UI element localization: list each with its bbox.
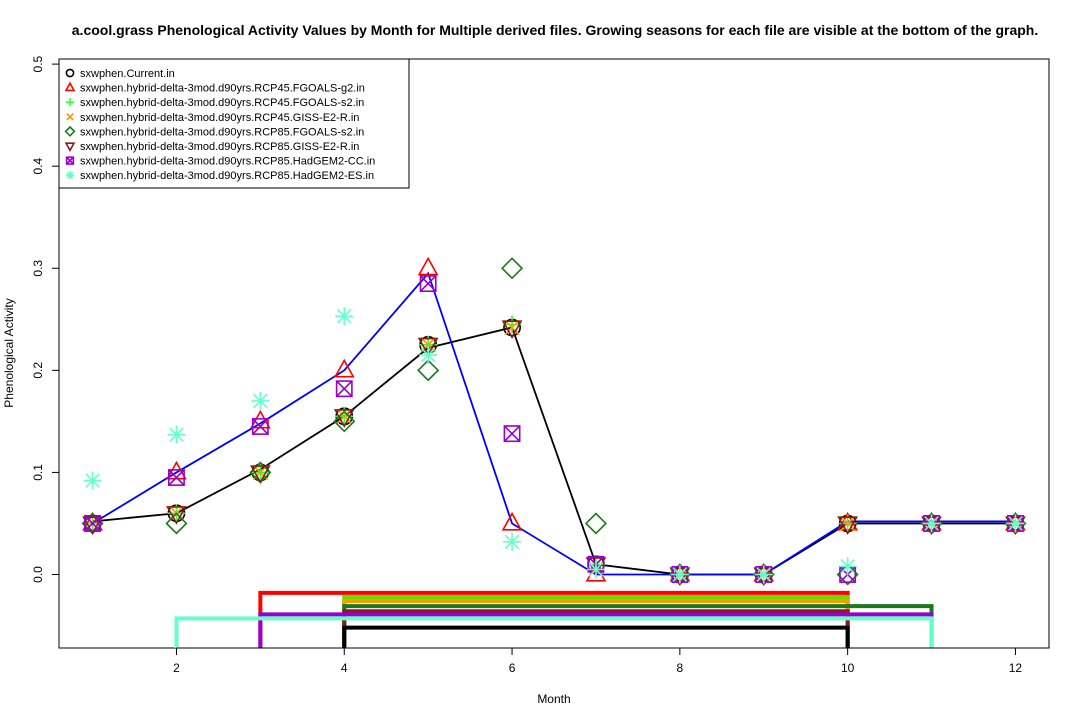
point-s3-m6	[503, 315, 522, 334]
y-tick-label: 0.4	[31, 158, 45, 175]
y-tick-label: 0.2	[31, 362, 45, 379]
legend-marker-3	[66, 98, 74, 107]
series-line-2	[92, 271, 1016, 576]
point-s5-m5	[417, 359, 440, 382]
point-s7-m5	[419, 275, 437, 293]
chart-title: a.cool.grass Phenological Activity Value…	[72, 22, 1038, 38]
point-s7-m3	[251, 418, 269, 435]
point-s7-m2	[168, 469, 185, 486]
legend-box	[58, 58, 410, 189]
point-s8-m3	[251, 391, 270, 410]
point-s5-m10	[836, 563, 859, 586]
point-s4-m10	[839, 515, 856, 532]
x-tick-label: 8	[677, 661, 684, 675]
legend-entry-4: sxwphen.hybrid-delta-3mod.d90yrs.RCP45.G…	[80, 112, 359, 124]
y-tick-label: 0.0	[31, 566, 45, 583]
point-s8-m7	[586, 560, 605, 579]
point-s8-m4	[335, 307, 354, 326]
legend-entry-5: sxwphen.hybrid-delta-3mod.d90yrs.RCP85.F…	[80, 126, 364, 138]
legend-marker-2	[64, 81, 76, 92]
point-s7-m6	[503, 425, 521, 443]
legend-entry-6: sxwphen.hybrid-delta-3mod.d90yrs.RCP85.G…	[80, 141, 359, 153]
legend-entry-2: sxwphen.hybrid-delta-3mod.d90yrs.RCP45.F…	[80, 83, 365, 95]
growing-season-7	[174, 616, 934, 648]
point-s8-m5	[419, 346, 438, 365]
point-s6-m4	[333, 409, 355, 428]
legend-marker-5	[64, 125, 76, 137]
legend-entry-1: sxwphen.Current.in	[80, 68, 175, 80]
point-s5-m4	[333, 410, 356, 433]
series-line-1	[92, 326, 1016, 576]
point-s6-m2	[166, 506, 187, 525]
point-s8-m12	[1006, 514, 1025, 533]
x-axis: 2 4 6 8 10 12	[173, 647, 1023, 675]
y-tick-label: 0.5	[31, 55, 45, 72]
point-s2-m4	[333, 358, 355, 378]
legend-marker-6	[64, 142, 76, 153]
y-axis-label: Phenological Activity	[2, 298, 16, 407]
x-tick-label: 10	[841, 661, 855, 675]
point-s6-m10	[837, 516, 859, 536]
legend-marker-4	[66, 113, 74, 121]
point-s7-m1	[84, 515, 102, 532]
point-s8-m10	[838, 557, 857, 576]
legend-entry-8: sxwphen.hybrid-delta-3mod.d90yrs.RCP85.H…	[80, 170, 374, 182]
point-s8-m8	[670, 565, 689, 584]
point-s7-m4	[335, 380, 353, 398]
point-s8-m1	[83, 471, 102, 490]
legend-marker-1	[65, 68, 75, 78]
point-s6-m7	[585, 557, 607, 576]
point-s5-m6	[501, 257, 524, 280]
growing-seasons	[174, 590, 934, 648]
y-tick-label: 0.3	[31, 260, 45, 277]
point-s8-m9	[754, 565, 773, 584]
data-points	[81, 256, 1027, 587]
point-s5-m2	[165, 512, 188, 535]
point-s6-m1	[82, 516, 103, 536]
x-tick-label: 12	[1009, 661, 1023, 675]
legend-marker-7	[65, 156, 75, 165]
point-s6-m6	[501, 320, 523, 340]
y-tick-label: 0.1	[31, 464, 45, 481]
legend-marker-8	[66, 171, 74, 180]
point-s8-m2	[167, 425, 186, 444]
point-s2-m5	[417, 256, 439, 276]
growing-season-8	[342, 625, 850, 648]
point-s2-m6	[501, 511, 523, 531]
point-s8-m11	[922, 514, 941, 533]
legend-entry-3: sxwphen.hybrid-delta-3mod.d90yrs.RCP45.F…	[80, 97, 364, 109]
point-s4-m6	[504, 319, 520, 336]
point-s5-m7	[584, 512, 607, 535]
x-axis-label: Month	[537, 692, 570, 706]
x-tick-label: 2	[173, 661, 180, 675]
legend-entry-7: sxwphen.hybrid-delta-3mod.d90yrs.RCP85.H…	[80, 156, 375, 168]
point-s6-m5	[417, 337, 439, 357]
point-s8-m6	[503, 532, 522, 551]
x-tick-label: 6	[509, 661, 516, 675]
point-s6-m3	[249, 465, 271, 484]
series-lines	[92, 271, 1016, 576]
x-tick-label: 4	[341, 661, 348, 675]
legend: sxwphen.Current.in sxwphen.hybrid-delta-3…	[58, 58, 410, 189]
point-s4-m4	[336, 408, 353, 425]
